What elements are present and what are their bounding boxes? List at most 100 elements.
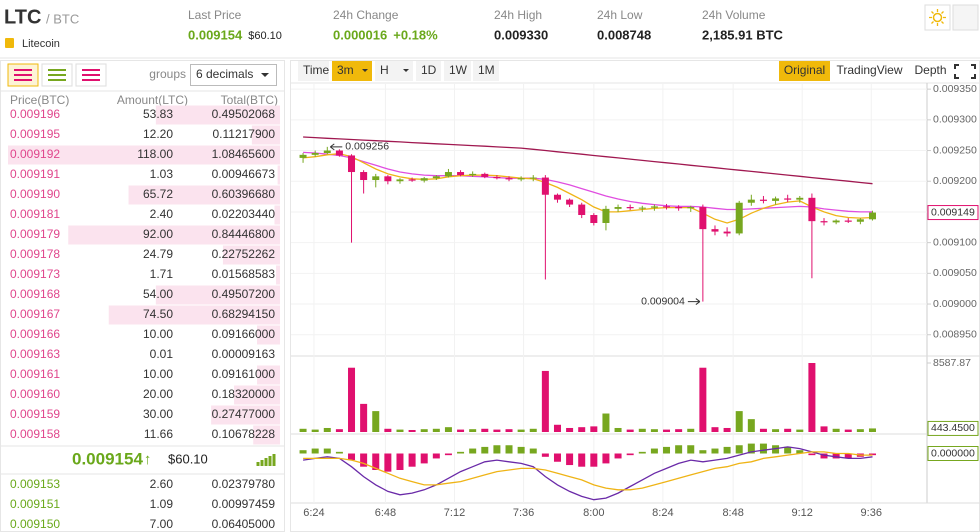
depth-bar — [257, 325, 280, 345]
volume-bar — [469, 429, 477, 432]
depth-bar — [222, 245, 280, 265]
volume-bar — [384, 428, 392, 432]
ask-amount: 0.01 — [150, 347, 174, 361]
stat-label: 24h Change — [333, 8, 399, 22]
candle-body — [348, 155, 356, 173]
volume-bar — [396, 429, 404, 432]
volume-bar — [784, 428, 792, 432]
macd-bar — [723, 446, 731, 454]
x-tick-label: 9:12 — [792, 507, 813, 519]
ask-total: 0.68294150 — [212, 307, 276, 321]
annotation-arrow — [329, 143, 343, 151]
volume-bar — [517, 429, 525, 432]
macd-bar — [323, 448, 331, 454]
depth-bar — [251, 125, 280, 145]
macd-bar — [735, 445, 743, 454]
candle-body — [602, 208, 610, 223]
fullscreen-icon[interactable] — [954, 64, 976, 79]
macd-bar — [493, 445, 501, 454]
candle-body — [723, 231, 731, 234]
view-label: Depth — [914, 63, 946, 77]
icon — [48, 69, 66, 81]
candle-body — [614, 207, 622, 209]
volume-bar — [711, 427, 719, 432]
theme-button[interactable] — [924, 4, 951, 31]
view-label: TradingView — [836, 63, 902, 77]
view-button[interactable] — [910, 61, 951, 81]
volume-bar — [735, 411, 743, 432]
stat-extra: +0.18% — [393, 27, 438, 42]
interval-button[interactable] — [332, 61, 372, 81]
candle-body — [335, 150, 343, 156]
ask-amount: 118.00 — [137, 147, 173, 161]
candle-body — [444, 172, 452, 177]
ask-total: 0.11217900 — [212, 127, 275, 141]
volume-bar — [505, 429, 513, 432]
macd-bar — [832, 453, 840, 459]
interval-button[interactable] — [375, 61, 413, 81]
interval-button[interactable] — [416, 61, 441, 81]
depth-bar — [276, 265, 280, 285]
last-price-label: 0.009149 — [931, 206, 975, 218]
macd-bar — [614, 453, 622, 459]
y-tick-label: 0.009300 — [933, 114, 977, 126]
high-annotation: 0.009256 — [345, 141, 389, 153]
macd-bar — [711, 448, 719, 454]
candle-body — [650, 206, 658, 208]
ask-amount: 10.00 — [143, 367, 173, 381]
ask-amount: 20.00 — [143, 387, 173, 401]
candle-body — [505, 178, 513, 180]
moon-button[interactable] — [952, 4, 979, 31]
stat-label: 24h High — [494, 8, 542, 22]
volume-bar — [638, 428, 646, 432]
view-button[interactable] — [832, 61, 907, 81]
candle-body — [323, 150, 331, 153]
sun-rays — [929, 9, 946, 26]
ask-total: 0.10678228 — [212, 427, 276, 441]
volume-bar — [481, 428, 489, 432]
interval-button[interactable] — [444, 61, 471, 81]
interval-label: 1D — [421, 63, 437, 77]
interval-label: 1W — [449, 63, 468, 77]
volume-bar — [529, 428, 537, 432]
ask-price: 0.009191 — [10, 167, 60, 181]
candle-body — [675, 207, 683, 209]
chart-panel — [290, 60, 980, 532]
volume-bar — [796, 429, 804, 432]
view-button[interactable] — [779, 61, 830, 81]
macd-tick-label: 0.000000 — [931, 447, 975, 459]
stat-label: Last Price — [188, 8, 242, 22]
macd-bar — [650, 448, 658, 454]
last-price: 0.009154 — [72, 449, 143, 468]
x-tick-label: 8:24 — [652, 507, 673, 519]
macd-line — [303, 446, 873, 501]
macd-bar — [541, 453, 549, 457]
stat-value: 0.000016 — [333, 27, 387, 42]
stat-label: 24h Low — [597, 8, 643, 22]
macd-bar — [348, 453, 356, 461]
interval-button[interactable] — [473, 61, 499, 81]
volume-bar — [832, 428, 840, 432]
macd-bar — [626, 453, 634, 456]
groups-label: groups — [149, 67, 186, 81]
bid-total: 0.00997459 — [212, 497, 276, 511]
volume-bar — [299, 428, 307, 432]
icon — [82, 69, 100, 81]
candle-body — [469, 173, 477, 176]
volume-bar — [372, 411, 380, 432]
ask-price: 0.009181 — [10, 207, 60, 221]
ask-price: 0.009160 — [10, 387, 60, 401]
column-header: Amount(LTC) — [117, 93, 188, 107]
groups-select[interactable] — [190, 64, 277, 86]
macd-bar — [384, 453, 392, 472]
ask-amount: 24.79 — [143, 247, 173, 261]
candle-body — [663, 206, 671, 208]
moving-average — [303, 152, 873, 224]
volume-bar — [578, 427, 586, 432]
ask-price: 0.009167 — [10, 307, 60, 321]
view-label: Original — [784, 63, 825, 77]
moving-average — [303, 136, 873, 185]
interval-button[interactable] — [298, 61, 329, 81]
depth-bar — [155, 285, 280, 305]
volume-bar — [844, 429, 852, 432]
